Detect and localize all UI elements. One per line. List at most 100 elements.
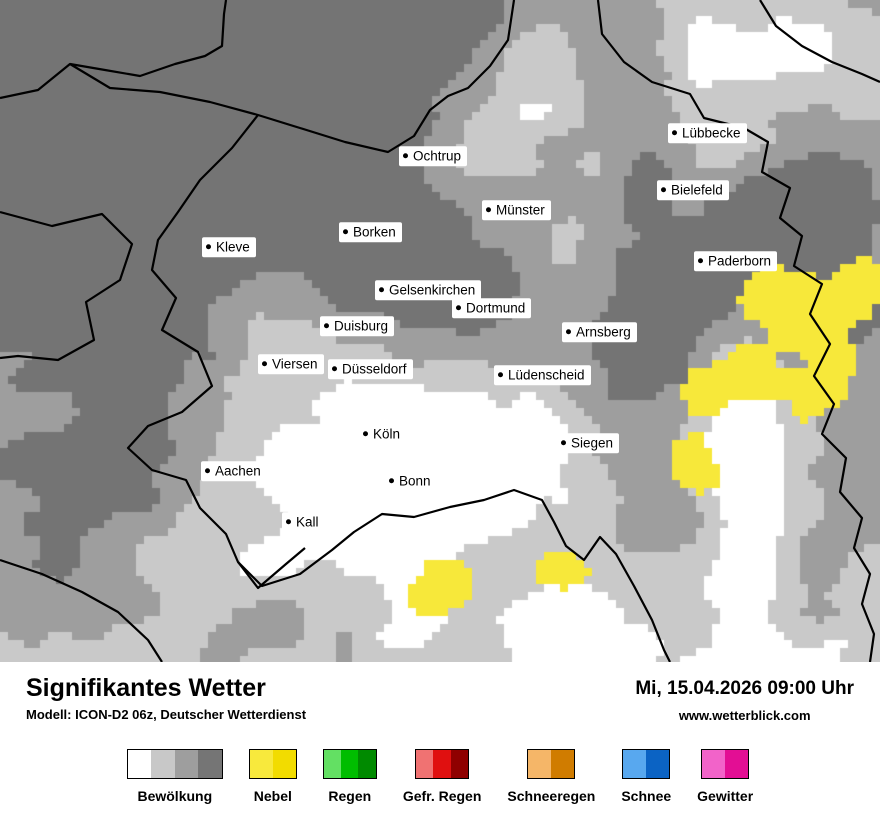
legend-swatch-regen: [322, 749, 377, 779]
footer-left: Signifikantes Wetter Modell: ICON-D2 06z…: [26, 674, 306, 722]
legend-color-segment: [416, 750, 434, 778]
city-dot: [456, 305, 461, 311]
city-dot: [286, 519, 291, 525]
city-name: Aachen: [215, 463, 261, 479]
city-name: Dortmund: [466, 300, 526, 316]
city-label: Münster: [482, 200, 551, 220]
legend: Bewölkung Nebel Regen Gefr. Regen Schneerege…: [26, 749, 854, 804]
legend-item-nebel: Nebel: [248, 749, 297, 804]
city-label: Ochtrup: [399, 146, 468, 166]
city-name: Gelsenkirchen: [389, 282, 476, 298]
footer-right: Mi, 15.04.2026 09:00 Uhr www.wetterblick…: [635, 674, 854, 723]
footer-header: Signifikantes Wetter Modell: ICON-D2 06z…: [26, 674, 854, 723]
forecast-datetime: Mi, 15.04.2026 09:00 Uhr: [635, 678, 854, 699]
city-dot: [343, 229, 348, 235]
city-dot: [561, 440, 566, 446]
legend-label: Schnee: [621, 788, 672, 804]
legend-color-segment: [272, 750, 296, 778]
city-name: Münster: [496, 202, 545, 218]
legend-item-schnee: Schnee: [621, 749, 671, 804]
legend-color-segment: [450, 750, 469, 778]
city-label: Aachen: [201, 461, 267, 481]
legend-color-segment: [551, 750, 575, 778]
city-label: Düsseldorf: [328, 359, 413, 379]
city-name: Düsseldorf: [342, 361, 407, 377]
city-label: Lüdenscheid: [494, 365, 591, 385]
city-label: Dortmund: [452, 298, 532, 318]
legend-color-segment: [341, 750, 359, 778]
city-name: Bonn: [399, 473, 431, 489]
city-label: Gelsenkirchen: [375, 280, 482, 300]
legend-swatch-bew-lkung: [126, 749, 223, 779]
map-area: Lübbecke Ochtrup Bielefeld Münster Borken Kle…: [0, 0, 880, 662]
city-dot: [205, 468, 210, 474]
city-name: Lübbecke: [682, 125, 741, 141]
city-label: Kleve: [202, 237, 256, 257]
city-label: Viersen: [258, 354, 324, 374]
city-name: Köln: [373, 426, 401, 442]
legend-label: Nebel: [253, 788, 292, 804]
legend-item-gefr-regen: Gefr. Regen: [402, 749, 482, 804]
legend-color-segment: [358, 750, 376, 778]
city-label: Arnsberg: [562, 322, 637, 342]
city-name: Viersen: [272, 356, 318, 372]
city-dot: [363, 431, 368, 437]
legend-color-segment: [198, 750, 222, 778]
city-dot: [698, 258, 703, 264]
city-dot: [566, 329, 571, 335]
city-name: Ochtrup: [413, 148, 462, 164]
legend-label: Bewölkung: [137, 788, 213, 804]
border-line: [0, 558, 163, 662]
city-label: Bonn: [385, 471, 437, 491]
page-title: Signifikantes Wetter: [26, 674, 266, 702]
legend-swatch-schneeregen: [527, 749, 576, 779]
city-label: Paderborn: [694, 251, 778, 271]
border-line: [126, 114, 306, 590]
city-dot: [672, 130, 677, 136]
footer: Signifikantes Wetter Modell: ICON-D2 06z…: [0, 662, 880, 830]
legend-color-segment: [433, 750, 451, 778]
region-borders: [0, 0, 880, 662]
city-name: Bielefeld: [671, 182, 723, 198]
city-label: Kall: [282, 512, 325, 532]
legend-label: Gewitter: [697, 788, 754, 804]
legend-color-segment: [646, 750, 670, 778]
city-dot: [324, 323, 329, 329]
website-url: www.wetterblick.com: [678, 708, 811, 723]
city-name: Kall: [296, 514, 319, 530]
city-name: Paderborn: [708, 253, 772, 269]
model-info: Modell: ICON-D2 06z, Deutscher Wetterdie…: [26, 707, 307, 722]
border-line: [69, 0, 516, 154]
legend-item-bew-lkung: Bewölkung: [126, 749, 223, 804]
city-dot: [389, 478, 394, 484]
legend-item-regen: Regen: [322, 749, 377, 804]
city-dot: [661, 187, 666, 193]
legend-color-segment: [249, 750, 273, 778]
legend-color-segment: [127, 750, 152, 778]
city-name: Borken: [353, 224, 396, 240]
legend-item-schneeregen: Schneeregen: [507, 749, 595, 804]
border-line: [0, 0, 228, 100]
weather-map-canvas: [0, 0, 880, 662]
city-name: Duisburg: [334, 318, 389, 334]
legend-color-segment: [528, 750, 552, 778]
legend-swatch-nebel: [248, 749, 297, 779]
legend-label: Gefr. Regen: [402, 788, 482, 804]
legend-item-gewitter: Gewitter: [697, 749, 753, 804]
border-line: [0, 210, 134, 362]
city-name: Siegen: [571, 435, 614, 451]
city-dot: [332, 366, 337, 372]
legend-label: Schneeregen: [507, 788, 596, 804]
city-name: Arnsberg: [576, 324, 631, 340]
city-label: Lübbecke: [668, 123, 747, 143]
city-labels-layer: Lübbecke Ochtrup Bielefeld Münster Borken Kle…: [201, 123, 778, 532]
legend-color-segment: [702, 750, 726, 778]
city-dot: [262, 361, 267, 367]
legend-swatch-gefr-regen: [415, 749, 470, 779]
city-dot: [379, 287, 384, 293]
legend-swatch-gewitter: [701, 749, 750, 779]
city-label: Bielefeld: [657, 180, 729, 200]
legend-color-segment: [725, 750, 749, 778]
city-label: Duisburg: [320, 316, 395, 336]
